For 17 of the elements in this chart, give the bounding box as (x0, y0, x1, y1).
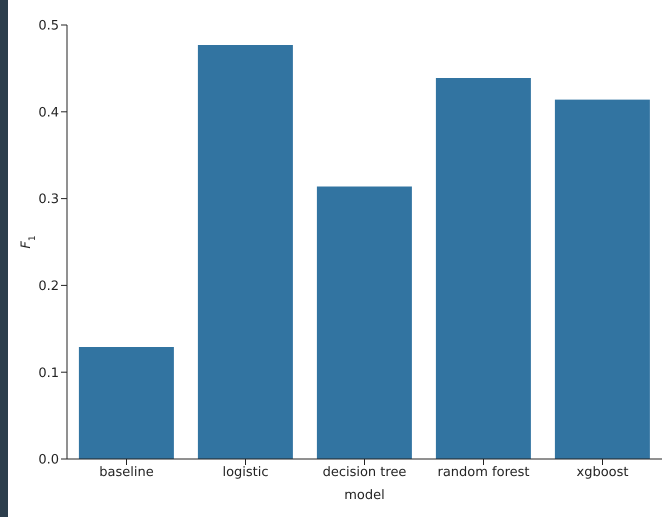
y-tick-label: 0.2 (38, 279, 59, 294)
bar (436, 78, 531, 459)
y-tick-label: 0.3 (38, 192, 59, 208)
x-axis-title: model (344, 488, 385, 503)
y-tick-label: 0.0 (38, 452, 59, 468)
y-tick-label: 0.1 (38, 366, 59, 381)
y-tick-label: 0.5 (38, 18, 59, 34)
bar (78, 347, 174, 459)
x-tick-label: xgboost (576, 465, 628, 480)
bar (316, 186, 412, 459)
x-tick-label: baseline (99, 465, 154, 480)
x-tick-label: logistic (222, 465, 269, 480)
bar (198, 44, 293, 459)
bar (554, 100, 650, 459)
x-tick-label: random forest (437, 465, 530, 480)
x-tick-label: decision tree (322, 465, 406, 480)
y-tick-label: 0.4 (38, 105, 59, 120)
